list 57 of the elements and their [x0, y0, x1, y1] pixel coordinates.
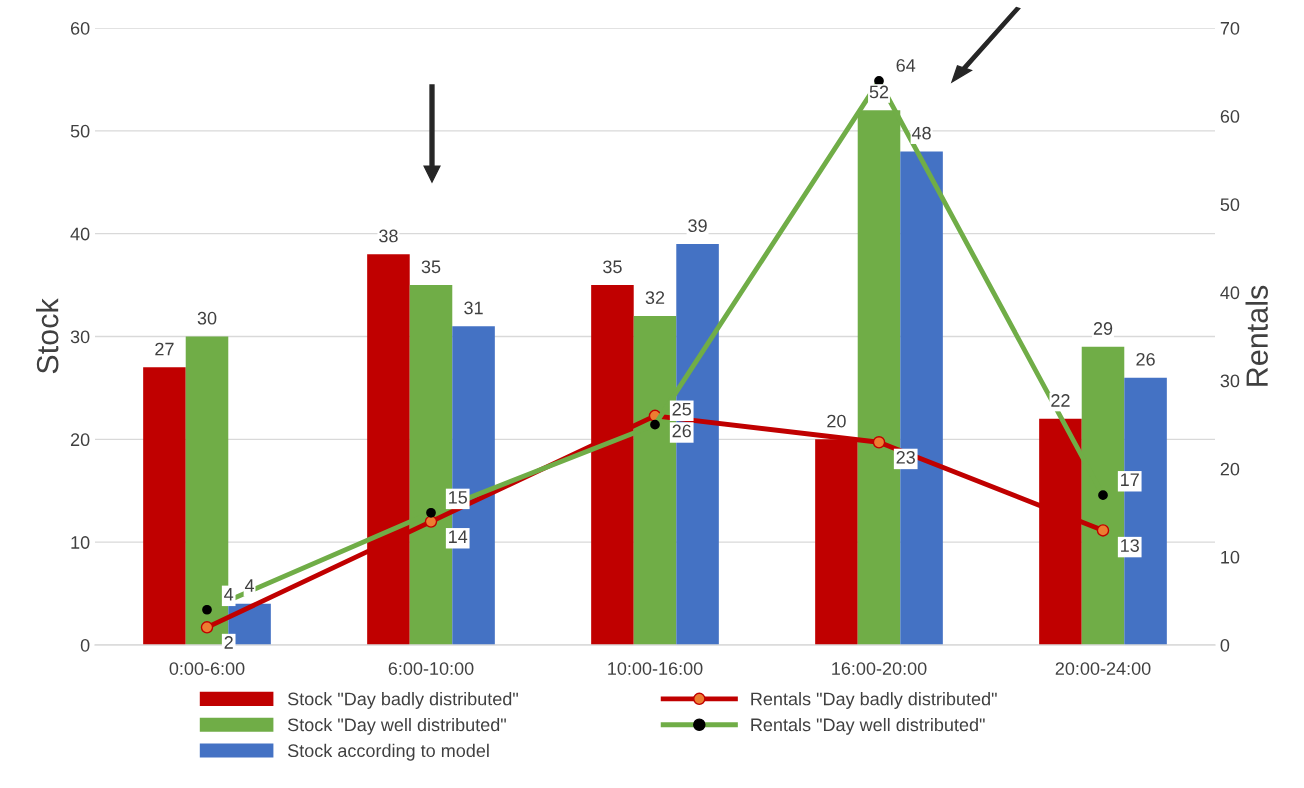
legend-label: Stock according to model [287, 743, 489, 761]
y-tick-label: 20 [70, 433, 90, 447]
data-label: 20 [827, 414, 846, 428]
y-tick-label: 10 [71, 536, 90, 549]
data-label: 48 [911, 126, 931, 140]
data-label: 17 [1121, 473, 1139, 486]
y2-tick-label: 10 [1221, 550, 1240, 564]
data-label: 30 [197, 311, 217, 325]
data-label: 26 [1136, 352, 1155, 366]
data-label: 29 [1093, 322, 1113, 335]
y2-tick-label: 0 [1220, 638, 1230, 652]
point [1096, 524, 1110, 537]
y-tick-label: 50 [70, 124, 90, 138]
data-label: 13 [1121, 539, 1139, 552]
data-label: 2 [224, 636, 233, 649]
data-label: 26 [672, 424, 691, 438]
y2-tick-label: 50 [1220, 198, 1240, 212]
data-label: 22 [1051, 394, 1070, 407]
data-label: 23 [896, 451, 915, 464]
x-tick-label: 20:00-24:00 [1055, 662, 1151, 675]
x-tick-label: 0:00-6:00 [169, 662, 245, 675]
data-label: 35 [421, 260, 441, 274]
y-tick-label: 0 [80, 638, 90, 652]
legend-label: Rentals "Day badly distributed" [751, 692, 997, 709]
y2-tick-label: 60 [1220, 110, 1240, 123]
data-label: 32 [645, 291, 665, 305]
x-tick-label: 10:00-16:00 [608, 662, 703, 675]
data-label: 4 [244, 579, 255, 592]
data-label: 27 [155, 342, 174, 356]
data-label: 15 [449, 491, 467, 504]
data-label: 35 [603, 260, 622, 274]
data-label: 14 [449, 530, 468, 543]
y-tick-label: 40 [70, 227, 90, 241]
point [200, 621, 214, 634]
data-label: 52 [869, 85, 889, 99]
legend-label: Rentals "Day well distributed" [751, 717, 985, 735]
y-tick-label: 60 [70, 21, 90, 35]
data-label: 4 [224, 588, 234, 601]
y2-axis-title: Rentals [1245, 285, 1268, 386]
data-label: 25 [672, 402, 691, 416]
data-label: 64 [896, 59, 916, 72]
y2-tick-label: 70 [1220, 21, 1240, 35]
x-tick-label: 6:00-10:00 [388, 662, 474, 675]
x-tick-label: 16:00-20:00 [832, 662, 927, 675]
data-label: 39 [688, 219, 707, 233]
data-label: 38 [379, 229, 398, 243]
data-label: 31 [464, 301, 483, 315]
y2-tick-label: 30 [1220, 374, 1240, 388]
legend-label: Stock "Day badly distributed" [287, 692, 518, 709]
y-tick-label: 30 [70, 330, 90, 344]
y2-tick-label: 40 [1220, 286, 1240, 300]
y-axis-title: Stock [36, 298, 59, 374]
point [424, 515, 438, 528]
bar [143, 367, 186, 645]
y2-tick-label: 20 [1220, 462, 1240, 476]
legend-label: Stock "Day well distributed" [287, 717, 506, 735]
point [872, 436, 886, 449]
